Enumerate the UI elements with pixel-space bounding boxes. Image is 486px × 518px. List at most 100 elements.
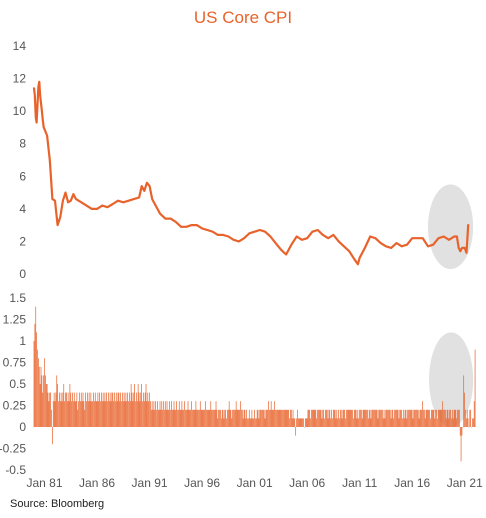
monthly-change-bar	[423, 409, 425, 427]
monthly-change-bar	[346, 409, 348, 427]
monthly-change-bar	[129, 392, 130, 427]
monthly-change-bar	[401, 409, 402, 427]
monthly-change-bar	[420, 409, 422, 427]
top-panel: 0 2 4 6 8 10 12 14	[13, 39, 470, 281]
monthly-change-bar	[366, 409, 367, 427]
monthly-change-bar	[360, 409, 361, 427]
monthly-change-bar	[351, 409, 353, 427]
monthly-change-bar	[442, 401, 444, 427]
monthly-change-bar	[309, 409, 311, 427]
monthly-change-bar	[234, 409, 235, 427]
monthly-change-bar	[241, 409, 242, 427]
monthly-change-bar	[291, 418, 293, 427]
monthly-change-bar	[310, 418, 311, 427]
monthly-change-bar	[370, 418, 372, 427]
monthly-change-bar	[343, 409, 345, 427]
monthly-change-bar	[276, 409, 278, 427]
monthly-change-bar	[296, 418, 297, 427]
monthly-change-bar	[142, 401, 143, 427]
monthly-change-bar	[69, 384, 71, 427]
monthly-change-bar	[58, 401, 59, 427]
monthly-change-bar	[272, 409, 274, 427]
monthly-change-bar	[115, 401, 116, 427]
monthly-change-bar	[262, 409, 264, 427]
monthly-change-bar	[416, 409, 418, 427]
monthly-change-bar	[374, 409, 376, 427]
monthly-change-bar	[297, 418, 299, 427]
monthly-change-bar	[304, 418, 306, 427]
monthly-change-bar	[218, 409, 220, 427]
monthly-change-bar	[259, 409, 261, 427]
monthly-change-bar	[403, 418, 405, 427]
monthly-change-bar	[394, 409, 395, 427]
monthly-change-bar	[102, 392, 104, 427]
monthly-change-bar	[264, 418, 266, 427]
monthly-change-bar	[390, 418, 392, 427]
monthly-change-bar	[118, 392, 120, 427]
monthly-change-bar	[414, 409, 416, 427]
monthly-change-bar	[283, 409, 284, 427]
monthly-change-bar	[73, 401, 74, 427]
monthly-change-bar	[381, 409, 382, 427]
monthly-change-bar	[369, 409, 371, 427]
monthly-change-bar	[306, 418, 308, 427]
monthly-change-bar	[375, 409, 377, 427]
monthly-change-bar	[66, 401, 68, 427]
monthly-change-bar	[356, 418, 358, 427]
monthly-change-bar	[393, 418, 395, 427]
monthly-change-bar	[463, 375, 465, 427]
monthly-change-bar	[425, 409, 427, 427]
monthly-change-bar	[193, 409, 195, 427]
x-tick-label: Jan 86	[79, 476, 115, 490]
monthly-change-bar	[206, 409, 207, 427]
monthly-change-bar	[329, 409, 331, 427]
monthly-change-bar	[177, 409, 178, 427]
monthly-change-bar	[386, 409, 388, 427]
monthly-change-bar	[237, 409, 239, 427]
monthly-change-bar	[95, 401, 97, 427]
monthly-change-bar	[186, 409, 188, 427]
x-tick-label: Jan 96	[184, 476, 220, 490]
monthly-change-bar	[289, 418, 290, 427]
monthly-change-bar	[474, 349, 476, 427]
monthly-change-bar	[163, 401, 164, 427]
monthly-change-bar	[451, 418, 452, 427]
monthly-change-bar	[282, 409, 283, 427]
monthly-change-bar	[417, 409, 419, 427]
monthly-change-bar	[170, 409, 171, 427]
monthly-change-bar	[239, 409, 241, 427]
monthly-change-bar	[314, 409, 316, 427]
monthly-change-bar	[422, 401, 423, 427]
monthly-change-bar	[385, 409, 387, 427]
monthly-change-bar	[461, 427, 463, 436]
monthly-change-bar	[293, 418, 295, 427]
x-axis: Jan 81 Jan 86 Jan 91 Jan 96 Jan 01 Jan 06 Jan …	[26, 476, 483, 490]
monthly-change-bar	[143, 401, 145, 427]
monthly-change-bar	[252, 418, 254, 427]
monthly-change-bar	[178, 409, 179, 427]
x-tick-label: Jan 21	[447, 476, 483, 490]
monthly-change-bar	[101, 401, 103, 427]
monthly-change-bar	[110, 401, 112, 427]
monthly-change-bar	[185, 409, 187, 427]
monthly-change-bar	[70, 392, 72, 427]
monthly-change-bar	[247, 418, 248, 427]
monthly-change-bar	[67, 392, 69, 427]
monthly-change-bar	[59, 401, 61, 427]
bottom-y-tick-label: 0.25	[3, 399, 27, 413]
monthly-change-bar	[106, 392, 107, 427]
monthly-change-bar	[339, 409, 341, 427]
monthly-change-bar	[197, 409, 198, 427]
monthly-change-bar	[221, 409, 223, 427]
top-y-tick-label: 6	[19, 169, 26, 183]
monthly-change-bar	[308, 409, 310, 427]
monthly-change-bar	[100, 401, 101, 427]
monthly-change-bar	[396, 409, 398, 427]
monthly-change-bar	[381, 409, 383, 427]
x-tick-label: Jan 11	[342, 476, 377, 490]
monthly-change-bar	[147, 392, 149, 427]
monthly-change-bar	[227, 409, 228, 427]
monthly-change-bar	[182, 409, 184, 427]
monthly-change-bar	[300, 418, 302, 427]
